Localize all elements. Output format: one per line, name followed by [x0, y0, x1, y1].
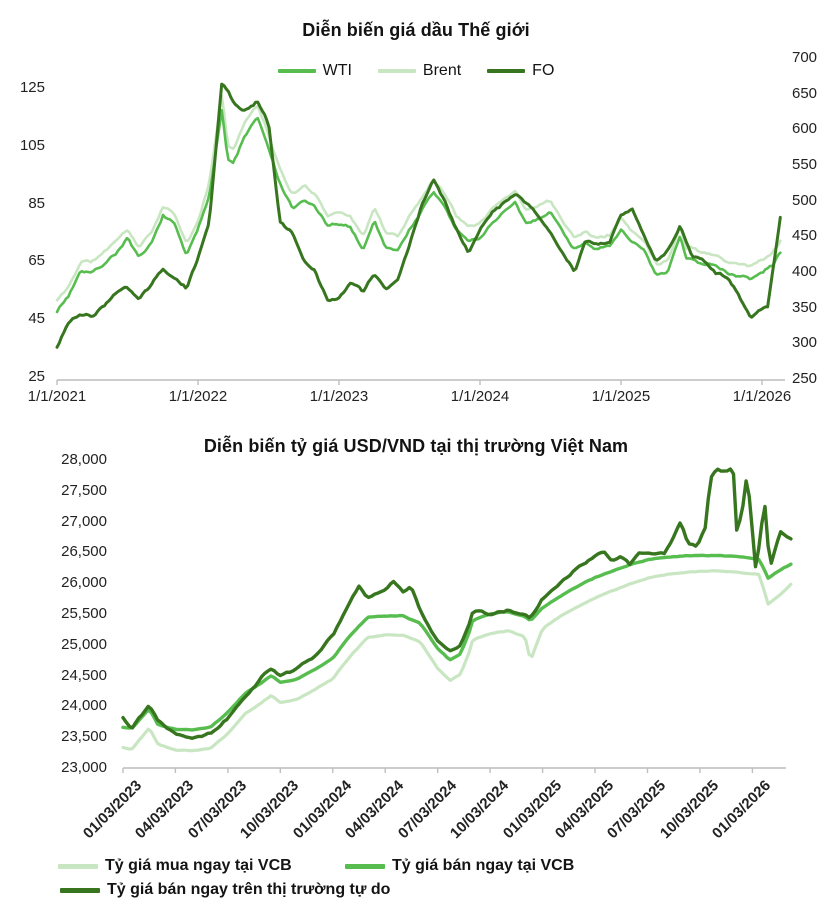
oil-x-tick-label: 1/1/2025: [591, 388, 651, 405]
fx-legend-label-1: Tỷ giá mua ngay tại VCB: [105, 857, 292, 874]
fx-legend-swatch-3: [60, 887, 100, 893]
oil-y-left-tick-label: 65: [28, 252, 45, 270]
oil-y-right-tick-label: 350: [792, 298, 818, 316]
oil-legend-item-wti: WTI: [277, 62, 352, 80]
oil-y-right-tick-label: 550: [792, 156, 818, 173]
oil-x-tick-label: 1/1/2021: [27, 388, 87, 405]
fx-legend-swatch-1: [58, 863, 98, 869]
oil-y-left-tick-label: 85: [28, 194, 45, 212]
fx-y-tick-label: 25,500: [61, 605, 107, 622]
oil-y-right-tick-label: 300: [792, 334, 818, 352]
oil-y-right-tick-label: 450: [792, 227, 818, 245]
oil-y-right-tick-label: 600: [792, 120, 818, 138]
fo-legend-label: FO: [532, 62, 555, 79]
fx-chart-title: Diễn biến tỷ giá USD/VND tại thị trường …: [203, 436, 629, 456]
fx-y-tick-label: 26,000: [61, 574, 107, 592]
oil-x-tick-label: 1/1/2022: [168, 388, 228, 405]
fx-y-tick-label: 23,500: [61, 728, 107, 746]
fx-y-tick-label: 25,000: [61, 635, 107, 653]
tỷ-giá-bán-ngay-trên-thị-trường-tự-do-line: [121, 467, 793, 740]
oil-y-right-tick-label: 250: [792, 370, 818, 387]
brent-line: [55, 94, 782, 302]
brent-legend-label: Brent: [422, 62, 462, 79]
oil-x-tick-label: 1/1/2026: [732, 388, 792, 405]
oil-legend-item-brent: Brent: [377, 62, 462, 80]
oil-y-left-tick-label: 25: [28, 368, 45, 385]
fo-legend-swatch: [487, 69, 526, 73]
fx-y-tick-label: 28,000: [61, 451, 107, 468]
fx-legend-item-1: Tỷ giá mua ngay tại VCB: [58, 857, 292, 875]
oil-x-tick-label: 1/1/2024: [450, 388, 510, 405]
oil-legend: WTI Brent FO: [0, 62, 832, 80]
tỷ-giá-bán-ngay-tại-vcb-line: [121, 553, 793, 732]
oil-y-left-tick-label: 45: [28, 310, 45, 328]
brent-legend-swatch: [377, 69, 416, 73]
fx-legend-swatch-2: [345, 863, 385, 869]
fo-line: [55, 82, 782, 349]
oil-y-right-tick-label: 400: [792, 263, 818, 280]
oil-y-right-tick-label: 700: [792, 49, 818, 66]
fx-y-tick-label: 24,500: [61, 666, 107, 684]
oil-y-left-tick-label: 125: [19, 79, 45, 96]
fx-y-tick-label: 26,500: [61, 543, 107, 561]
oil-y-right-tick-label: 650: [792, 84, 818, 102]
fx-y-tick-label: 24,000: [61, 697, 107, 715]
wti-legend-swatch: [277, 69, 316, 73]
wti-legend-label: WTI: [322, 62, 352, 79]
fx-legend-item-3: Tỷ giá bán ngay trên thị trường tự do: [60, 881, 390, 899]
tỷ-giá-mua-ngay-tại-vcb-line: [121, 569, 793, 753]
fx-y-tick-label: 23,000: [61, 759, 107, 776]
fx-legend-item-2: Tỷ giá bán ngay tại VCB: [345, 857, 574, 875]
fx-legend-label-3: Tỷ giá bán ngay trên thị trường tự do: [107, 881, 391, 898]
oil-y-left-tick-label: 105: [19, 136, 45, 154]
oil-legend-item-fo: FO: [487, 62, 554, 80]
fx-y-tick-label: 27,500: [61, 481, 107, 499]
oil-x-tick-label: 1/1/2023: [309, 388, 369, 405]
fx-legend-label-2: Tỷ giá bán ngay tại VCB: [392, 857, 575, 874]
fx-y-tick-label: 27,000: [61, 512, 107, 530]
oil-y-right-tick-label: 500: [792, 191, 818, 209]
oil-chart-title: Diễn biến giá dầu Thế giới: [302, 20, 530, 40]
